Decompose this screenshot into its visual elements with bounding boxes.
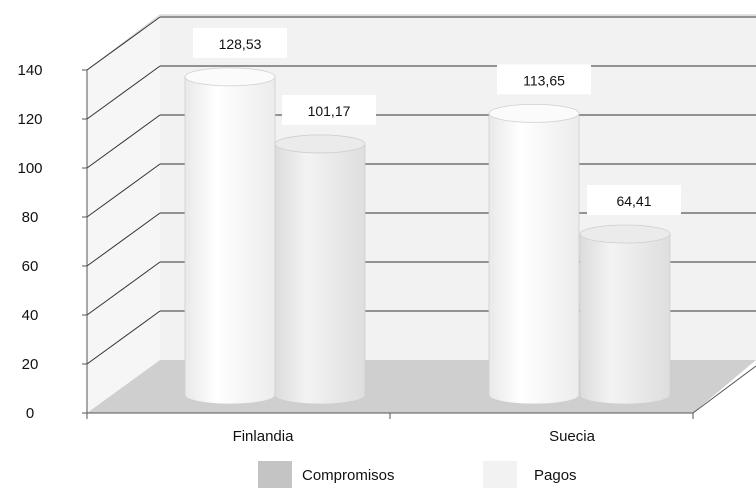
legend-label: Compromisos <box>302 467 395 484</box>
gridline-side <box>86 65 161 120</box>
bar-body <box>274 143 366 405</box>
bar-suecia-series-2 <box>579 224 671 405</box>
gridline-side <box>86 114 161 169</box>
x-category-label: Finlandia <box>233 428 295 445</box>
data-label: 101,17 <box>308 103 351 119</box>
data-label-box <box>497 64 591 95</box>
y-tick-label: 100 <box>17 160 42 177</box>
gridline-side <box>86 16 161 71</box>
bar-finlandia-series-2 <box>274 134 366 405</box>
gridline-side <box>86 261 161 316</box>
y-tick-label: 20 <box>22 356 39 373</box>
bar-body <box>488 112 580 405</box>
gridline-side <box>86 163 161 218</box>
bar-body <box>184 76 276 405</box>
bar-finlandia-series-1 <box>184 67 276 405</box>
x-axis-category-labels: Finlandia Suecia <box>86 413 694 445</box>
floor-front-right-edge <box>692 365 756 414</box>
data-label-box <box>282 94 376 125</box>
bar-top <box>274 134 366 154</box>
gridline-side <box>86 310 161 365</box>
bar-series <box>184 67 671 405</box>
bar-suecia-series-1 <box>488 103 580 405</box>
y-tick-label: 120 <box>17 111 42 128</box>
bar-body <box>579 233 671 405</box>
data-label-box <box>587 184 681 215</box>
y-axis-tick-labels: 0 20 40 60 80 100 120 140 <box>17 62 87 422</box>
legend-label: Pagos <box>534 467 577 484</box>
bar-top <box>488 103 580 123</box>
x-category-label: Suecia <box>549 428 596 445</box>
data-label-box <box>193 27 287 58</box>
y-tick-label: 140 <box>17 62 42 79</box>
y-tick-label: 60 <box>22 258 39 275</box>
legend-swatch <box>258 461 292 488</box>
legend-swatch <box>483 461 517 488</box>
data-label: 64,41 <box>616 193 651 209</box>
bar-top <box>184 67 276 87</box>
y-tick-label: 80 <box>22 209 39 226</box>
data-label: 128,53 <box>219 36 262 52</box>
legend: Compromisos Pagos <box>258 461 577 488</box>
bar-top <box>579 224 671 244</box>
gridline-side <box>86 212 161 267</box>
y-tick-label: 40 <box>22 307 39 324</box>
data-label: 113,65 <box>523 72 565 88</box>
chart-side-wall <box>87 15 160 413</box>
data-labels: 128,53 113,65 101,17 64,41 <box>193 27 681 215</box>
y-tick-label: 0 <box>26 405 34 422</box>
